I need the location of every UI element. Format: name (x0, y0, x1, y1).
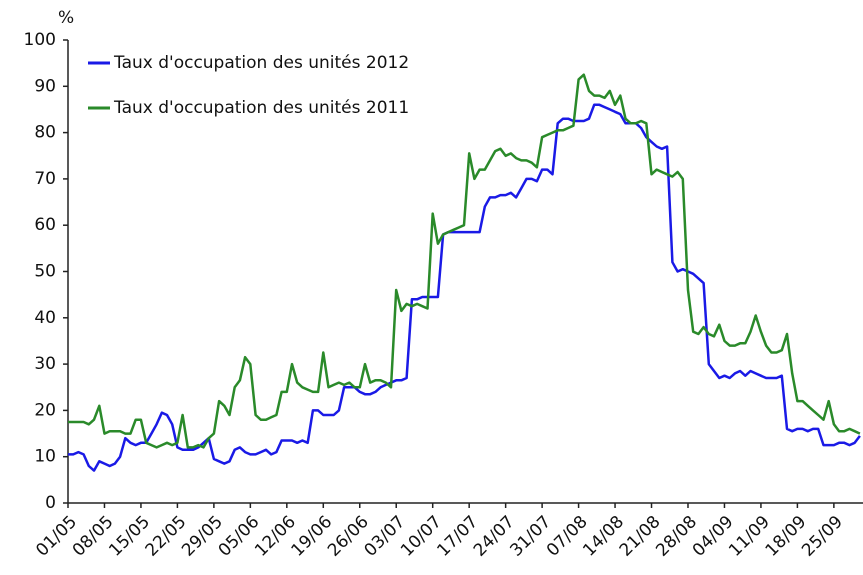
x-tick-label: 08/05 (69, 512, 118, 561)
x-tick-label: 14/08 (579, 512, 628, 561)
x-tick-label: 18/09 (762, 512, 811, 561)
x-tick-label: 29/05 (178, 512, 227, 561)
y-tick-label: 10 (34, 447, 56, 467)
x-tick-label: 26/06 (324, 512, 373, 561)
x-tick-label: 28/08 (652, 512, 701, 561)
x-tick-label: 07/08 (543, 512, 592, 561)
series-line (68, 103, 861, 472)
x-tick-label: 05/06 (215, 512, 264, 561)
y-tick-label: 0 (45, 493, 56, 513)
y-tick-label: 50 (34, 262, 56, 282)
x-tick-label: 31/07 (506, 512, 555, 561)
x-tick-label: 01/05 (32, 512, 81, 561)
x-tick-label: 10/07 (397, 512, 446, 561)
y-axis-label: % (58, 8, 74, 28)
y-tick-label: 70 (34, 169, 56, 189)
y-tick-label: 100 (24, 30, 56, 50)
x-tick-label: 22/05 (142, 512, 191, 561)
legend-label: Taux d'occupation des unités 2011 (113, 98, 409, 118)
x-tick-label: 03/07 (361, 512, 410, 561)
x-tick-label: 21/08 (616, 512, 665, 561)
x-tick-label: 24/07 (470, 512, 519, 561)
x-tick-label: 19/06 (288, 512, 337, 561)
y-tick-label: 60 (34, 215, 56, 235)
y-tick-label: 30 (34, 354, 56, 374)
x-tick-label: 25/09 (798, 512, 847, 561)
y-tick-label: 40 (34, 308, 56, 328)
y-tick-label: 20 (34, 400, 56, 420)
x-tick-label: 12/06 (251, 512, 300, 561)
x-tick-label: 04/09 (689, 512, 738, 561)
x-tick-label: 11/09 (725, 512, 774, 561)
x-tick-label: 15/05 (105, 512, 154, 561)
legend-label: Taux d'occupation des unités 2012 (113, 53, 409, 73)
y-tick-label: 80 (34, 123, 56, 143)
series-line (68, 73, 861, 449)
x-tick-label: 17/07 (433, 512, 482, 561)
y-tick-label: 90 (34, 76, 56, 96)
